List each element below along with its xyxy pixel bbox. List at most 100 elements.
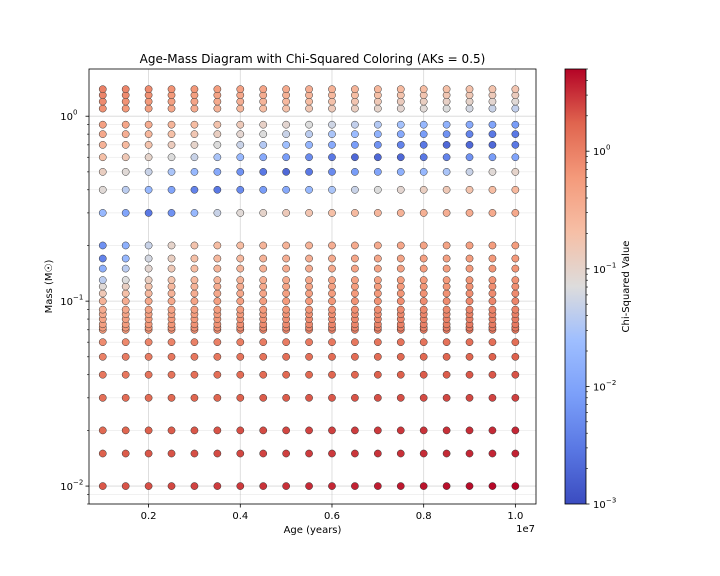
scatter-point [144, 241, 153, 250]
scatter-point [465, 168, 474, 176]
scatter-point [144, 482, 153, 490]
scatter-point [305, 97, 313, 106]
scatter-point [351, 449, 359, 458]
scatter-point [465, 97, 474, 106]
scatter-point [144, 185, 153, 194]
scatter-point [488, 297, 497, 305]
scatter-point [259, 141, 268, 149]
scatter-point [442, 120, 451, 129]
scatter-point [236, 426, 245, 435]
scatter-point [190, 141, 199, 149]
colorbar [564, 68, 587, 505]
scatter-point [190, 297, 199, 305]
scatter-point [488, 104, 497, 113]
scatter-point [305, 338, 313, 347]
scatter-point [213, 130, 222, 138]
scatter-point [167, 282, 176, 291]
scatter-point [259, 130, 268, 138]
scatter-point [373, 97, 382, 106]
scatter-point [328, 120, 336, 129]
scatter-point [282, 168, 290, 176]
chart-title: Age-Mass Diagram with Chi-Squared Colori… [140, 52, 486, 66]
scatter-point [259, 153, 268, 162]
scatter-point [396, 120, 405, 129]
scatter-point [305, 254, 313, 263]
scatter-point [442, 426, 451, 435]
scatter-point [213, 85, 222, 94]
scatter-point [213, 449, 222, 458]
scatter-point [396, 104, 405, 113]
scatter-point [213, 297, 222, 305]
scatter-point [488, 482, 497, 490]
scatter-point [396, 276, 405, 284]
scatter-point [167, 264, 176, 273]
scatter-point [236, 449, 245, 458]
scatter-point [373, 393, 382, 402]
scatter-point [167, 393, 176, 402]
scatter-point [373, 254, 382, 263]
scatter-point [465, 85, 474, 94]
colorbar-tick-exponent: 0 [606, 144, 610, 152]
scatter-point [167, 130, 176, 138]
scatter-point [190, 449, 199, 458]
scatter-point [98, 370, 107, 379]
scatter-point [144, 449, 153, 458]
scatter-point [488, 168, 497, 176]
scatter-point [259, 482, 268, 490]
colorbar-tick-label: 10 [593, 147, 606, 158]
scatter-point [282, 289, 290, 298]
scatter-point [351, 426, 359, 435]
scatter-point [488, 426, 497, 435]
scatter-point [98, 97, 107, 106]
scatter-point [373, 153, 382, 162]
scatter-point [144, 276, 153, 284]
scatter-point [98, 482, 107, 490]
scatter-point [167, 370, 176, 379]
scatter-point [190, 209, 199, 217]
scatter-point [396, 393, 405, 402]
scatter-point [305, 297, 313, 305]
scatter-point [282, 482, 290, 490]
colorbar-tick-exponent: −3 [606, 497, 616, 505]
scatter-point [465, 185, 474, 194]
scatter-point [351, 297, 359, 305]
scatter-point [98, 338, 107, 347]
scatter-point [442, 276, 451, 284]
scatter-point [442, 168, 451, 176]
scatter-point [419, 449, 428, 458]
scatter-point [190, 393, 199, 402]
colorbar-label: Chi-Squared Value [621, 241, 632, 333]
scatter-point [465, 254, 474, 263]
scatter-point [442, 241, 451, 250]
scatter-point [167, 254, 176, 263]
scatter-point [144, 352, 153, 361]
scatter-point [167, 297, 176, 305]
scatter-point [144, 254, 153, 263]
y-tick-exponent: −2 [73, 479, 83, 487]
scatter-point [144, 426, 153, 435]
scatter-point [259, 393, 268, 402]
scatter-point [511, 426, 520, 435]
scatter-point [442, 209, 451, 217]
scatter-point [236, 209, 245, 217]
scatter-point [305, 352, 313, 361]
scatter-point [282, 297, 290, 305]
scatter-point [190, 120, 199, 129]
scatter-point [236, 153, 245, 162]
scatter-point [167, 185, 176, 194]
scatter-point [282, 254, 290, 263]
scatter-point [167, 289, 176, 298]
scatter-point [351, 97, 359, 106]
scatter-point [121, 449, 130, 458]
scatter-point [236, 141, 245, 149]
scatter-point [373, 482, 382, 490]
scatter-point [351, 352, 359, 361]
scatter-point [465, 305, 474, 314]
scatter-point [351, 482, 359, 490]
scatter-point [328, 264, 336, 273]
scatter-point [328, 209, 336, 217]
scatter-point [190, 153, 199, 162]
scatter-point [213, 352, 222, 361]
scatter-point [259, 104, 268, 113]
scatter-point [419, 254, 428, 263]
